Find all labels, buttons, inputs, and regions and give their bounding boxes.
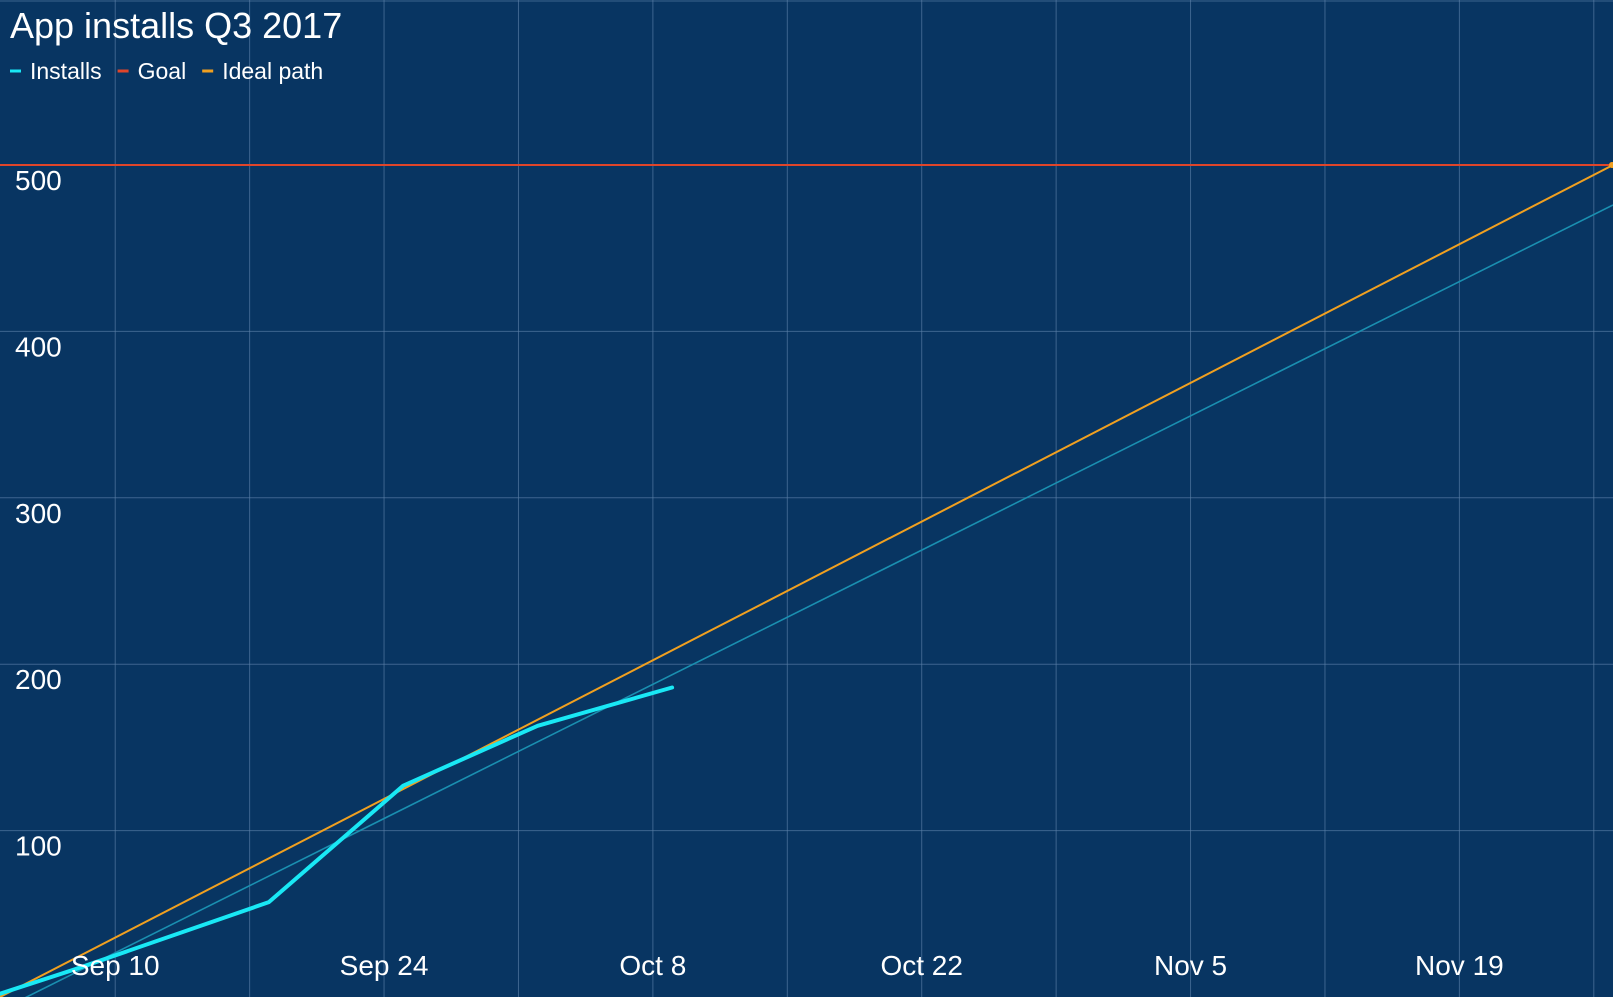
- x-tick-label: Oct 22: [880, 950, 962, 981]
- legend-label: Ideal path: [222, 58, 323, 84]
- y-tick-label: 300: [15, 498, 62, 529]
- chart-title: App installs Q3 2017: [10, 5, 342, 46]
- x-axis-labels: Sep 10 Sep 24 Oct 8 Oct 22 Nov 5 Nov 19: [71, 950, 1504, 981]
- y-tick-label: 100: [15, 831, 62, 862]
- installs-trendline: [24, 204, 1613, 997]
- legend-item-goal: Goal: [117, 58, 187, 84]
- y-tick-label: 400: [15, 331, 62, 362]
- y-axis-labels: 100 200 300 400 500: [15, 165, 62, 862]
- series-line-ideal-path: [0, 164, 1613, 997]
- x-tick-label: Sep 10: [71, 950, 160, 981]
- y-tick-label: 500: [15, 165, 62, 196]
- legend-label: Installs: [30, 58, 102, 84]
- x-tick-label: Nov 19: [1415, 950, 1504, 981]
- series-line-installs: [0, 685, 675, 996]
- series-layer: [0, 162, 1613, 997]
- legend-label: Goal: [138, 58, 187, 84]
- x-tick-label: Sep 24: [340, 950, 429, 981]
- y-tick-label: 200: [15, 664, 62, 695]
- x-tick-label: Nov 5: [1154, 950, 1227, 981]
- legend-item-ideal-path: Ideal path: [202, 58, 323, 84]
- legend: Installs Goal Ideal path: [10, 58, 323, 84]
- x-tick-label: Oct 8: [619, 950, 686, 981]
- legend-item-installs: Installs: [10, 58, 102, 84]
- series-endpoint-ideal-path: [1609, 162, 1613, 168]
